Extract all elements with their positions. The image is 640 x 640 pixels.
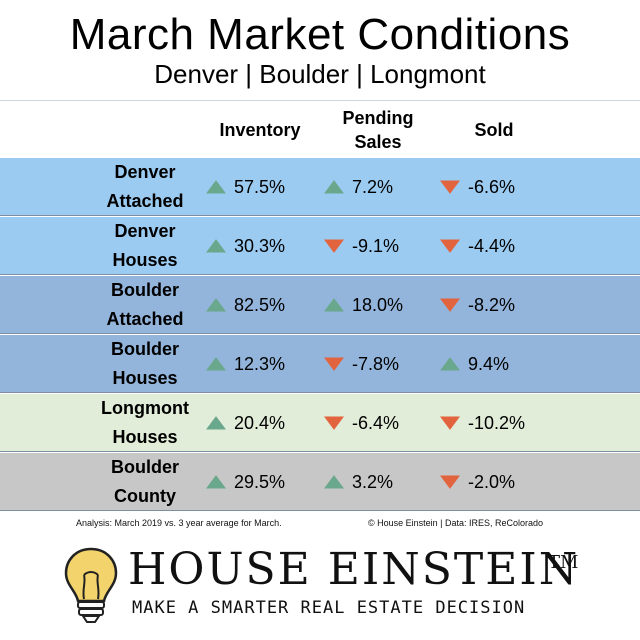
value-cell: 7.2% — [324, 158, 393, 216]
value-cell: -6.6% — [440, 158, 515, 216]
row-label-line: Houses — [112, 250, 178, 270]
table-row: Longmont Houses 20.4% -6.4% -10.2% — [0, 394, 640, 452]
row-label: Boulder Attached — [80, 276, 210, 334]
value-cell: -9.1% — [324, 217, 399, 275]
percent-change: -4.4% — [468, 235, 516, 256]
column-header-sold: Sold — [434, 104, 554, 156]
page-title: March Market Conditions — [69, 10, 571, 59]
triangle-up-icon — [206, 239, 226, 253]
triangle-down-icon — [440, 475, 460, 489]
percent-change: -2.0% — [468, 471, 516, 492]
percent-change: 3.2% — [352, 471, 394, 492]
row-label: Boulder County — [80, 453, 210, 511]
triangle-up-icon — [324, 298, 344, 312]
value-cell: -6.4% — [324, 394, 399, 452]
column-header-label: Sold — [474, 120, 514, 140]
triangle-down-icon — [440, 180, 460, 194]
value-cell: 12.3% — [206, 335, 285, 393]
row-label: Denver Attached — [80, 158, 210, 216]
column-header-label-line2: Sales — [354, 132, 402, 152]
percent-change: 30.3% — [234, 235, 286, 256]
value-cell: 30.3% — [206, 217, 285, 275]
row-label-line: Attached — [106, 309, 184, 329]
percent-change: 7.2% — [352, 176, 394, 197]
percent-change: 57.5% — [234, 176, 286, 197]
column-header-label: Inventory — [219, 120, 301, 140]
triangle-up-icon — [440, 357, 460, 371]
percent-change: 18.0% — [352, 294, 404, 315]
triangle-down-icon — [440, 239, 460, 253]
percent-change: 82.5% — [234, 294, 286, 315]
triangle-down-icon — [440, 298, 460, 312]
table-row: Boulder Attached 82.5% 18.0% -8.2% — [0, 276, 640, 334]
triangle-up-icon — [206, 357, 226, 371]
value-cell: -2.0% — [440, 453, 515, 511]
column-header-pending-sales: Pending Sales — [318, 104, 438, 156]
table-row: Denver Attached 57.5% 7.2% -6.6% — [0, 158, 640, 216]
triangle-down-icon — [324, 357, 344, 371]
row-label-line: Denver — [114, 162, 176, 182]
data-credit: © House Einstein | Data: IRES, ReColorad… — [368, 518, 544, 528]
percent-change: -6.6% — [468, 176, 516, 197]
triangle-down-icon — [324, 239, 344, 253]
column-header-inventory: Inventory — [200, 104, 320, 156]
row-label-line: Attached — [106, 191, 184, 211]
percent-change: 12.3% — [234, 353, 286, 374]
percent-change: 29.5% — [234, 471, 286, 492]
value-cell: 29.5% — [206, 453, 285, 511]
row-label: Denver Houses — [80, 217, 210, 275]
value-cell: -8.2% — [440, 276, 515, 334]
row-label: Boulder Houses — [80, 335, 210, 393]
row-label-line: Denver — [114, 221, 176, 241]
analysis-note: Analysis: March 2019 vs. 3 year average … — [76, 518, 282, 528]
value-cell: 18.0% — [324, 276, 403, 334]
row-label-line: Houses — [112, 427, 178, 447]
percent-change: -10.2% — [468, 412, 526, 433]
percent-change: -8.2% — [468, 294, 516, 315]
trademark-symbol: TM — [548, 552, 579, 573]
row-label-line: Boulder — [110, 280, 179, 300]
percent-change: 9.4% — [468, 353, 510, 374]
table-row: Denver Houses 30.3% -9.1% -4.4% — [0, 217, 640, 275]
lightbulb-icon — [62, 545, 120, 630]
row-label-line: Boulder — [110, 339, 179, 359]
column-header-label-line1: Pending — [342, 108, 414, 128]
value-cell: 9.4% — [440, 335, 509, 393]
row-label: Longmont Houses — [80, 394, 210, 452]
triangle-up-icon — [206, 298, 226, 312]
page-subtitle: Denver | Boulder | Longmont — [154, 59, 486, 89]
value-cell: -7.8% — [324, 335, 399, 393]
triangle-down-icon — [440, 416, 460, 430]
row-label-line: Houses — [112, 368, 178, 388]
percent-change: -7.8% — [352, 353, 400, 374]
table-row: Boulder Houses 12.3% -7.8% 9.4% — [0, 335, 640, 393]
value-cell: 57.5% — [206, 158, 285, 216]
brand-tagline: MAKE A SMARTER REAL ESTATE DECISION — [132, 598, 526, 618]
row-label-line: Longmont — [101, 398, 189, 418]
value-cell: 3.2% — [324, 453, 393, 511]
triangle-up-icon — [324, 180, 344, 194]
percent-change: 20.4% — [234, 412, 286, 433]
row-label-line: County — [113, 486, 176, 506]
brand-name: HOUSE EINSTEIN — [128, 544, 580, 595]
triangle-up-icon — [206, 416, 226, 430]
header-divider — [0, 100, 640, 101]
table-row: Boulder County 29.5% 3.2% -2.0% — [0, 453, 640, 511]
percent-change: -6.4% — [352, 412, 400, 433]
triangle-up-icon — [206, 475, 226, 489]
triangle-up-icon — [324, 475, 344, 489]
value-cell: 20.4% — [206, 394, 285, 452]
percent-change: -9.1% — [352, 235, 400, 256]
value-cell: -4.4% — [440, 217, 515, 275]
triangle-down-icon — [324, 416, 344, 430]
value-cell: -10.2% — [440, 394, 525, 452]
value-cell: 82.5% — [206, 276, 285, 334]
row-label-line: Boulder — [110, 457, 179, 477]
triangle-up-icon — [206, 180, 226, 194]
